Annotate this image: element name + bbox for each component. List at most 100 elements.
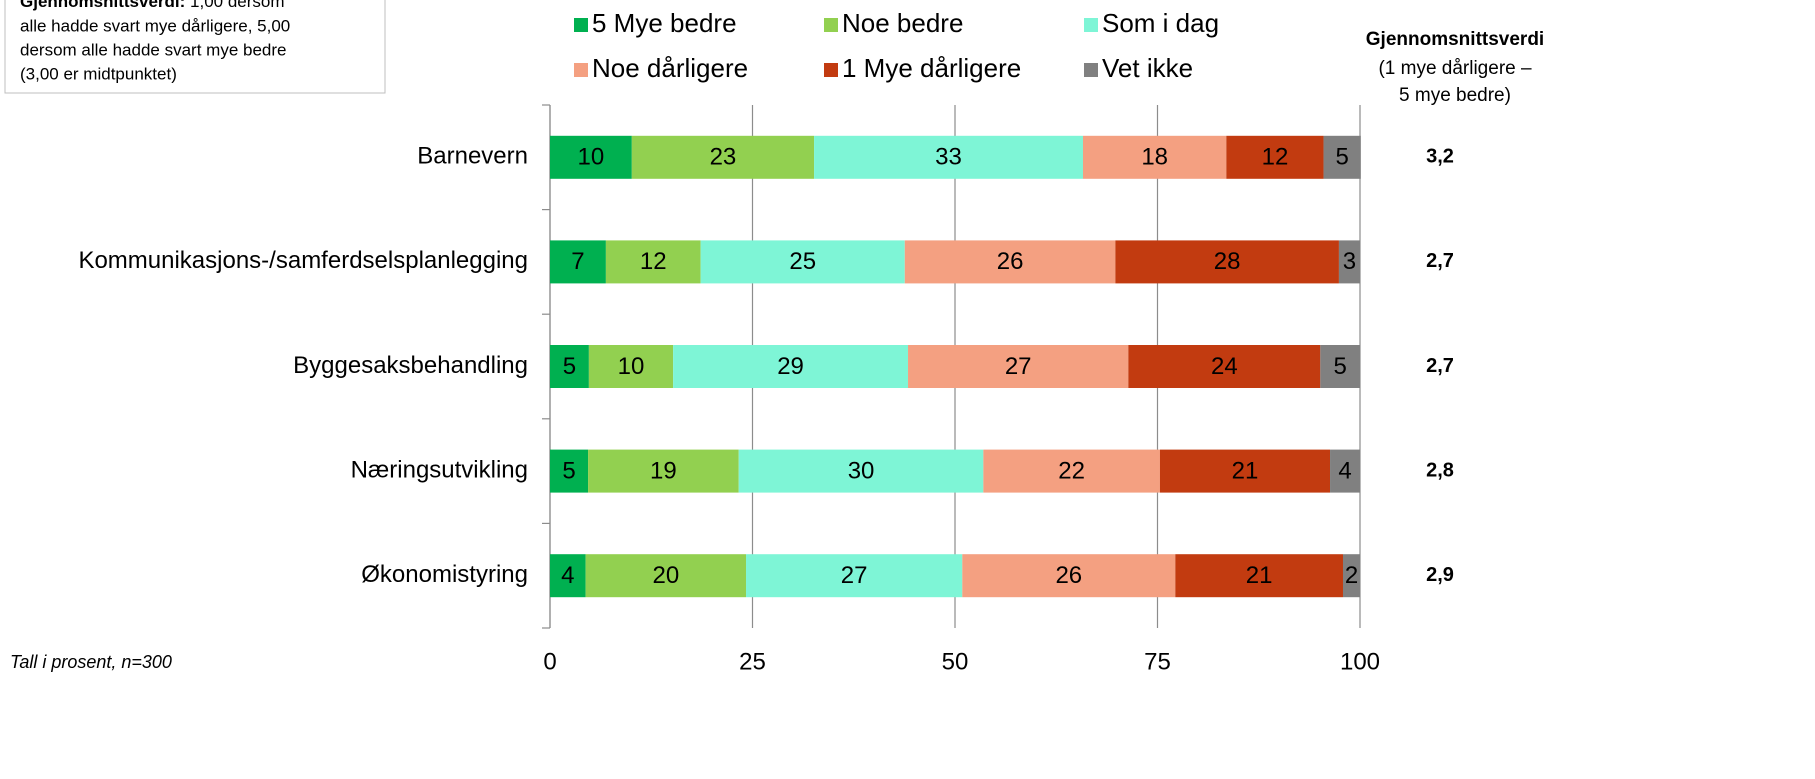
- bar-label: 4: [1338, 457, 1351, 484]
- x-tick-label: 50: [942, 648, 969, 675]
- legend-swatch: [1084, 18, 1098, 32]
- bar-label: 24: [1211, 353, 1238, 380]
- bar-label: 28: [1214, 248, 1241, 275]
- category-label: Næringsutvikling: [351, 456, 528, 483]
- legend-swatch: [574, 63, 588, 77]
- x-tick-label: 25: [739, 648, 766, 675]
- legend-swatch: [824, 18, 838, 32]
- bar-label: 22: [1058, 457, 1085, 484]
- bar-segment: [962, 554, 1176, 598]
- bar-segment: [1175, 554, 1343, 598]
- bar-label: 19: [650, 457, 677, 484]
- mean-value: 2,7: [1426, 355, 1454, 377]
- bar-segment: [983, 449, 1160, 493]
- bar-label: 5: [562, 457, 575, 484]
- legend-label: Noe bedre: [842, 8, 963, 38]
- legend-label: Vet ikke: [1102, 53, 1193, 83]
- bar-label: 12: [1262, 144, 1289, 171]
- bar-segment: [550, 449, 589, 493]
- bar-segment: [904, 240, 1116, 284]
- note-line: alle hadde svart mye dårligere, 5,00: [20, 16, 290, 35]
- bar-label: 3: [1343, 248, 1356, 275]
- x-tick-label: 0: [543, 648, 556, 675]
- note-line: dersom alle hadde svart mye bedre: [20, 40, 286, 59]
- bar-label: 10: [578, 144, 605, 171]
- legend-label: 5 Mye bedre: [592, 8, 737, 38]
- bar-label: 5: [1336, 144, 1349, 171]
- legend-swatch: [1084, 63, 1098, 77]
- bar-segment: [700, 240, 905, 284]
- bar-label: 26: [1055, 562, 1082, 589]
- bar-label: 2: [1345, 562, 1358, 589]
- mean-value: 2,7: [1426, 250, 1454, 272]
- category-label: Økonomistyring: [361, 561, 528, 588]
- bar-segment: [605, 240, 701, 284]
- bar-label: 21: [1232, 457, 1259, 484]
- mean-value: 2,8: [1426, 459, 1454, 481]
- footnote: Tall i prosent, n=300: [10, 652, 172, 672]
- bar-segment: [550, 554, 586, 598]
- bar-label: 27: [841, 562, 868, 589]
- bar-segment: [550, 135, 632, 179]
- bar-segment: [814, 135, 1083, 179]
- category-label: Barnevern: [417, 143, 528, 170]
- bar-segment: [1330, 449, 1360, 493]
- bar-segment: [1115, 240, 1339, 284]
- bar-segment: [738, 449, 984, 493]
- bar-label: 21: [1246, 562, 1273, 589]
- legend-label: Noe dårligere: [592, 53, 748, 83]
- bar-segment: [1320, 345, 1360, 388]
- bar-label: 29: [777, 353, 804, 380]
- note-line: Gjennomsnittsverdi: 1,00 dersom: [20, 0, 285, 11]
- note-box: [4, 0, 386, 94]
- bar-segment: [746, 554, 963, 598]
- bar-label: 5: [563, 353, 576, 380]
- bar-segment: [588, 449, 739, 493]
- bar-label: 30: [848, 457, 875, 484]
- bar-segment: [550, 345, 589, 388]
- bar-segment: [585, 554, 747, 598]
- x-tick-label: 75: [1144, 648, 1171, 675]
- mean-header: Gjennomsnittsverdi: [1366, 29, 1544, 50]
- bar-segment: [1226, 135, 1324, 179]
- bar-segment: [1323, 135, 1361, 179]
- legend-label: 1 Mye dårligere: [842, 53, 1021, 83]
- legend-label: Som i dag: [1102, 8, 1219, 38]
- bar-segment: [631, 135, 815, 179]
- x-tick-label: 100: [1340, 648, 1380, 675]
- bar-label: 23: [710, 144, 737, 171]
- mean-value: 3,2: [1426, 146, 1454, 168]
- mean-value: 2,9: [1426, 564, 1454, 586]
- bar-label: 26: [997, 248, 1024, 275]
- bar-segment: [1342, 554, 1360, 598]
- bar-label: 18: [1141, 144, 1168, 171]
- legend-swatch: [824, 63, 838, 77]
- bar-label: 7: [571, 248, 584, 275]
- mean-header: (1 mye dårligere –: [1378, 58, 1532, 79]
- mean-header: 5 mye bedre): [1399, 85, 1511, 106]
- note-line: (3,00 er midtpunktet): [20, 64, 177, 83]
- bar-label: 27: [1005, 353, 1032, 380]
- bar-segment: [1159, 449, 1331, 493]
- note-text: 1,00 dersom: [190, 0, 285, 11]
- bar-label: 4: [561, 562, 574, 589]
- bar-label: 33: [935, 144, 962, 171]
- bar-segment: [1338, 240, 1360, 284]
- legend-swatch: [574, 18, 588, 32]
- note-bold: Gjennomsnittsverdi:: [20, 0, 185, 11]
- bar-segment: [550, 240, 606, 284]
- bar-segment: [1128, 345, 1321, 388]
- bar-segment: [908, 345, 1129, 388]
- category-label: Kommunikasjons-/samferdselsplanlegging: [78, 247, 528, 274]
- category-label: Byggesaksbehandling: [293, 352, 528, 379]
- bar-label: 5: [1333, 353, 1346, 380]
- bar-segment: [588, 345, 674, 388]
- bar-label: 10: [618, 353, 645, 380]
- bar-label: 20: [652, 562, 679, 589]
- bar-segment: [1082, 135, 1227, 179]
- bar-label: 12: [640, 248, 667, 275]
- bar-segment: [673, 345, 909, 388]
- bar-label: 25: [789, 248, 816, 275]
